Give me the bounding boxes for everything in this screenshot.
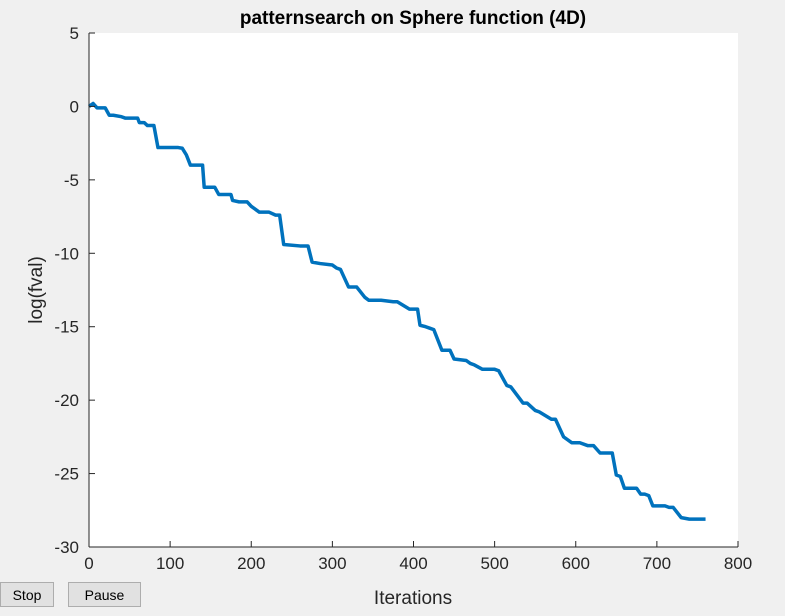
y-tick-label: 0 [70, 97, 79, 116]
x-tick-label: 600 [562, 554, 590, 573]
axes-background [89, 33, 738, 547]
y-tick-label: -5 [64, 171, 79, 190]
series-line [87, 101, 706, 521]
y-tick-label: -30 [54, 538, 79, 557]
x-tick-label: 100 [156, 554, 184, 573]
x-tick-label: 800 [724, 554, 752, 573]
x-axis-label: Iterations [374, 588, 452, 609]
x-tick-label: 0 [84, 554, 93, 573]
y-tick-label: 5 [70, 24, 79, 43]
pause-button[interactable]: Pause [68, 582, 141, 607]
y-tick-label: -25 [54, 465, 79, 484]
y-tick-label: -10 [54, 244, 79, 263]
x-tick-label: 200 [237, 554, 265, 573]
stop-button[interactable]: Stop [0, 582, 54, 607]
y-tick-label: -20 [54, 391, 79, 410]
x-tick-label: 500 [480, 554, 508, 573]
x-tick-labels: 0 100 200 300 400 500 600 700 800 [84, 554, 752, 573]
y-axis-label: log(fval) [26, 256, 47, 324]
y-tick-labels: 5 0 -5 -10 -15 -20 -25 -30 [54, 24, 79, 557]
x-tick-label: 400 [399, 554, 427, 573]
x-tick-label: 300 [318, 554, 346, 573]
y-tick-label: -15 [54, 318, 79, 337]
series-layer [87, 101, 706, 521]
x-tick-label: 700 [643, 554, 671, 573]
axes-layer [88, 32, 739, 548]
chart-title: patternsearch on Sphere function (4D) [240, 8, 586, 29]
